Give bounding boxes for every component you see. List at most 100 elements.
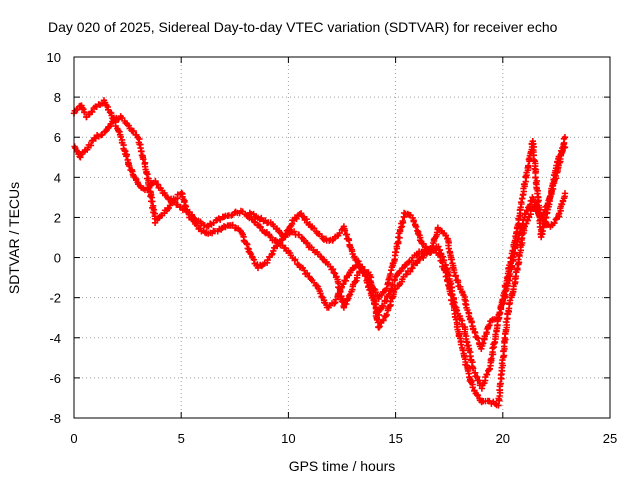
data-point: [351, 278, 359, 285]
data-point: [541, 218, 549, 225]
data-point: [407, 268, 414, 275]
data-point: [123, 153, 130, 160]
data-point: [291, 256, 299, 263]
data-point: [341, 227, 349, 234]
y-tick-label: 8: [54, 90, 61, 105]
data-point: [551, 219, 558, 227]
data-point: [376, 323, 383, 330]
data-point: [81, 109, 88, 116]
data-point: [436, 246, 443, 254]
data-point: [282, 233, 289, 241]
data-point: [412, 223, 420, 230]
data-point: [375, 324, 382, 331]
data-point: [559, 148, 566, 155]
data-point: [435, 243, 442, 250]
data-point: [561, 134, 569, 141]
data-point: [303, 270, 311, 277]
x-tick-labels: 0 5 10 15 20 25: [70, 431, 617, 446]
x-axis-label: GPS time / hours: [289, 458, 396, 474]
x-tick-label: 15: [388, 431, 402, 446]
data-point: [445, 245, 452, 252]
axis-ticks: [73, 56, 611, 419]
data-point: [317, 290, 324, 297]
data-point: [403, 271, 410, 278]
x-tick-label: 20: [496, 431, 510, 446]
data-point: [181, 198, 188, 206]
data-point: [532, 174, 539, 181]
data-point: [413, 252, 420, 259]
data-point: [304, 240, 311, 247]
data-point: [337, 288, 344, 295]
data-point: [453, 307, 461, 314]
data-point: [331, 300, 338, 307]
data-point: [117, 133, 124, 141]
data-point: [383, 311, 390, 319]
data-point: [408, 257, 415, 264]
data-point: [392, 249, 400, 256]
y-tick-label: 2: [54, 210, 61, 225]
series-1: [70, 97, 569, 409]
data-point: [525, 162, 532, 169]
y-tick-label: -6: [49, 371, 61, 386]
data-point: [452, 273, 459, 280]
y-tick-label: -2: [49, 291, 61, 306]
y-tick-labels: -8 -6 -4 -2 0 2 4 6 8 10: [47, 50, 61, 426]
data-point: [87, 142, 95, 149]
data-point: [143, 169, 150, 177]
data-marks: [70, 97, 569, 409]
data-point: [140, 156, 147, 163]
data-point: [126, 162, 133, 170]
data-point: [145, 184, 153, 191]
data-point: [392, 285, 399, 292]
data-point: [193, 222, 201, 229]
data-point: [371, 285, 378, 293]
data-point: [73, 147, 80, 154]
data-point: [558, 201, 566, 208]
data-point: [558, 147, 565, 154]
data-point: [509, 247, 516, 254]
data-point: [409, 265, 416, 272]
data-point: [483, 329, 490, 336]
y-tick-label: 10: [47, 50, 61, 65]
data-point: [483, 371, 491, 378]
data-point: [561, 190, 569, 197]
data-point: [480, 340, 487, 347]
data-point: [383, 285, 390, 292]
data-point: [429, 243, 436, 250]
data-point: [318, 293, 325, 300]
data-point: [530, 156, 538, 164]
y-tick-label: 0: [54, 251, 61, 266]
y-tick-label: 6: [54, 130, 61, 145]
data-point: [497, 302, 505, 310]
data-point: [152, 177, 159, 185]
data-point: [164, 205, 172, 212]
data-point: [518, 199, 525, 206]
data-point: [522, 211, 529, 218]
data-point: [130, 127, 137, 135]
data-point: [102, 128, 109, 135]
data-point: [379, 302, 387, 310]
data-point: [530, 196, 537, 203]
data-point: [358, 264, 366, 272]
data-point: [561, 144, 569, 151]
data-point: [486, 322, 493, 329]
plot-frame: [73, 56, 611, 419]
data-point: [362, 271, 370, 279]
x-tick-label: 0: [70, 431, 77, 446]
data-point: [440, 257, 448, 264]
data-point: [387, 298, 394, 305]
data-point: [426, 249, 434, 256]
y-axis-label: SDTVAR / TECUs: [6, 182, 22, 294]
data-point: [457, 341, 465, 348]
data-point: [293, 215, 300, 222]
series-3: [246, 138, 569, 352]
y-tick-label: -8: [49, 411, 61, 426]
data-point: [336, 229, 343, 237]
data-point: [89, 108, 96, 116]
data-point: [470, 365, 477, 372]
data-point: [399, 217, 406, 225]
data-point: [474, 335, 482, 342]
data-point: [485, 323, 492, 330]
grid: [74, 57, 610, 418]
